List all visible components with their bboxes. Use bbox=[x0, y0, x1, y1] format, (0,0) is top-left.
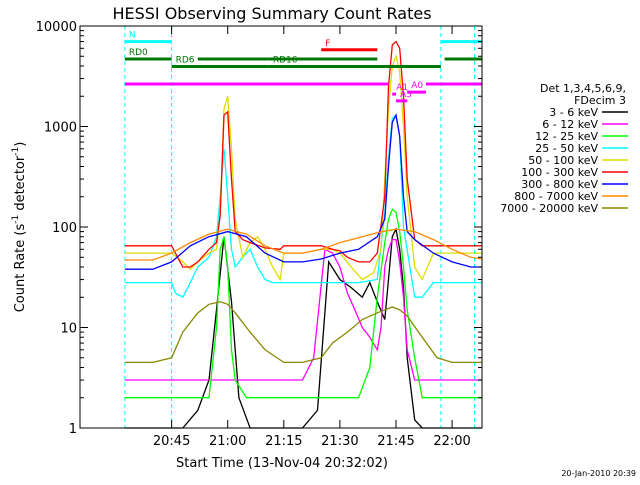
series-line-2 bbox=[124, 208, 482, 399]
state-bar-label-1: F bbox=[325, 39, 330, 49]
legend-label-0: 3 - 6 keV bbox=[549, 106, 598, 119]
legend-label-3: 25 - 50 keV bbox=[535, 142, 598, 155]
legend-label-5: 100 - 300 keV bbox=[521, 166, 598, 179]
state-bar-label-7: A0 bbox=[411, 81, 423, 91]
y-axis-label-end: ) bbox=[13, 142, 28, 147]
x-tick-label-4: 21:45 bbox=[377, 434, 414, 449]
legend-label-1: 6 - 12 keV bbox=[542, 118, 598, 131]
series-line-0 bbox=[124, 227, 482, 429]
x-axis-label: Start Time (13-Nov-04 20:32:02) bbox=[176, 456, 388, 471]
state-bar-label-2: RD0 bbox=[129, 48, 148, 58]
y-tick-label-1: 10 bbox=[60, 322, 77, 337]
series-line-7 bbox=[124, 228, 483, 261]
state-bar-label-0: N bbox=[129, 31, 136, 41]
series-line-3 bbox=[124, 113, 482, 299]
legend-label-6: 300 - 800 keV bbox=[521, 178, 598, 191]
footer-timestamp: 20-Jan-2010 20:39 bbox=[561, 469, 636, 478]
y-tick-label-3: 1000 bbox=[44, 121, 77, 136]
x-tick-label-0: 20:45 bbox=[153, 434, 190, 449]
x-tick-label-1: 21:00 bbox=[209, 434, 246, 449]
series-line-1 bbox=[124, 238, 482, 381]
y-axis-label: Count Rate (s-1 detector-1) bbox=[11, 142, 28, 313]
state-bar-label-9: A3 bbox=[400, 90, 412, 100]
y-axis-label-mid: detector bbox=[13, 155, 28, 215]
y-tick-label-0: 1 bbox=[69, 422, 77, 437]
state-bar-label-3: RD6 bbox=[176, 56, 195, 66]
y-axis-label-main: Count Rate (s bbox=[13, 224, 28, 313]
series-line-6 bbox=[124, 112, 482, 270]
y-tick-label-4: 10000 bbox=[36, 20, 77, 35]
state-bar-label-4: RD16 bbox=[273, 56, 298, 66]
x-tick-label-3: 21:30 bbox=[321, 434, 358, 449]
chart-title: HESSI Observing Summary Count Rates bbox=[112, 4, 431, 23]
legend-header-0: Det 1,3,4,5,6,9, bbox=[540, 82, 626, 95]
legend-label-2: 12 - 25 keV bbox=[535, 130, 598, 143]
x-tick-label-5: 22:00 bbox=[433, 434, 470, 449]
y-axis-label-sup1: -1 bbox=[11, 215, 21, 224]
series-line-5 bbox=[124, 40, 482, 268]
x-tick-label-2: 21:15 bbox=[265, 434, 302, 449]
y-axis-label-sup2: -1 bbox=[11, 147, 21, 156]
y-tick-label-2: 100 bbox=[52, 221, 77, 236]
legend-label-8: 7000 - 20000 keV bbox=[500, 202, 598, 215]
axis-ticks: 20:45 21:00 21:15 21:30 21:45 22:00 1 10 100 1000… bbox=[36, 20, 482, 449]
legend-label-7: 800 - 7000 keV bbox=[514, 190, 598, 203]
legend-header-1: FDecim 3 bbox=[574, 94, 626, 107]
series-line-8 bbox=[124, 301, 482, 364]
state-bar-label-8: A1 bbox=[396, 83, 408, 93]
legend-label-4: 50 - 100 keV bbox=[528, 154, 598, 167]
